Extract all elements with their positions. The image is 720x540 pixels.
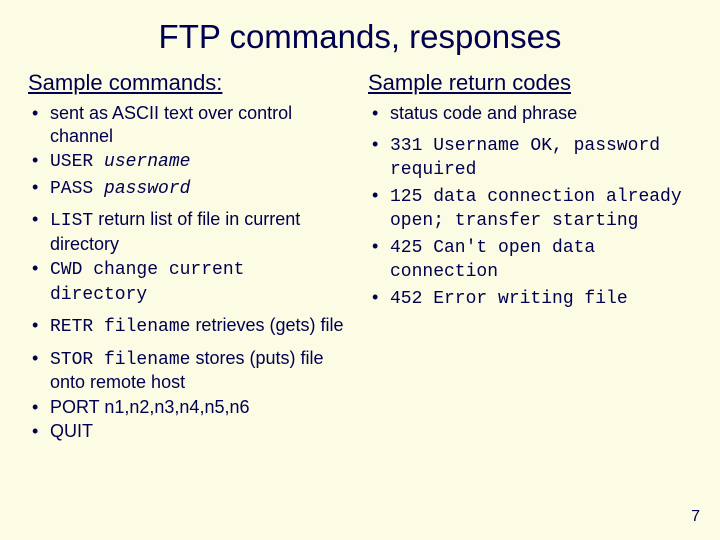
left-list: RETR filename retrieves (gets) file [28,314,352,339]
list-item: LIST return list of file in current dire… [28,208,352,255]
right-list: 331 Username OK, password required 125 d… [368,133,692,311]
cmd: PASS [50,179,104,199]
right-heading: Sample return codes [368,70,692,96]
list-item: CWD change current directory [28,257,352,306]
list-item: STOR filename stores (puts) file onto re… [28,347,352,394]
right-column: Sample return codes status code and phra… [368,70,692,445]
cmd: STOR filename [50,350,190,370]
left-list: sent as ASCII text over control channel … [28,102,352,200]
text: retrieves (gets) file [190,315,343,335]
list-item: RETR filename retrieves (gets) file [28,314,352,339]
arg: password [104,179,190,199]
text: status code and phrase [390,103,577,123]
cmd: RETR filename [50,317,190,337]
list-item: 452 Error writing file [368,286,692,311]
list-item: PORT n1,n2,n3,n4,n5,n6 [28,396,352,419]
code-text: 425 Can't open data connection [390,238,595,283]
cmd: USER [50,152,104,172]
list-item: QUIT [28,420,352,443]
list-item: 125 data connection already open; transf… [368,184,692,233]
cmd: CWD [50,260,93,280]
columns: Sample commands: sent as ASCII text over… [28,70,692,445]
list-item: status code and phrase [368,102,692,125]
list-item: 331 Username OK, password required [368,133,692,182]
list-item: 425 Can't open data connection [368,235,692,284]
slide-title: FTP commands, responses [28,18,692,56]
list-item: sent as ASCII text over control channel [28,102,352,147]
right-list: status code and phrase [368,102,692,125]
text: sent as ASCII text over control channel [50,103,292,146]
left-column: Sample commands: sent as ASCII text over… [28,70,352,445]
left-list: STOR filename stores (puts) file onto re… [28,347,352,443]
list-item: USER username [28,149,352,174]
code-text: 125 data connection already open; transf… [390,187,682,232]
arg: username [104,152,190,172]
code-text: 331 Username OK, password required [390,136,660,181]
code-text: 452 Error writing file [390,289,628,309]
slide: FTP commands, responses Sample commands:… [0,0,720,463]
left-list: LIST return list of file in current dire… [28,208,352,306]
text: PORT n1,n2,n3,n4,n5,n6 [50,397,250,417]
cmd: LIST [50,211,93,231]
list-item: PASS password [28,176,352,201]
left-heading: Sample commands: [28,70,352,96]
text: QUIT [50,421,93,441]
page-number: 7 [691,508,700,526]
